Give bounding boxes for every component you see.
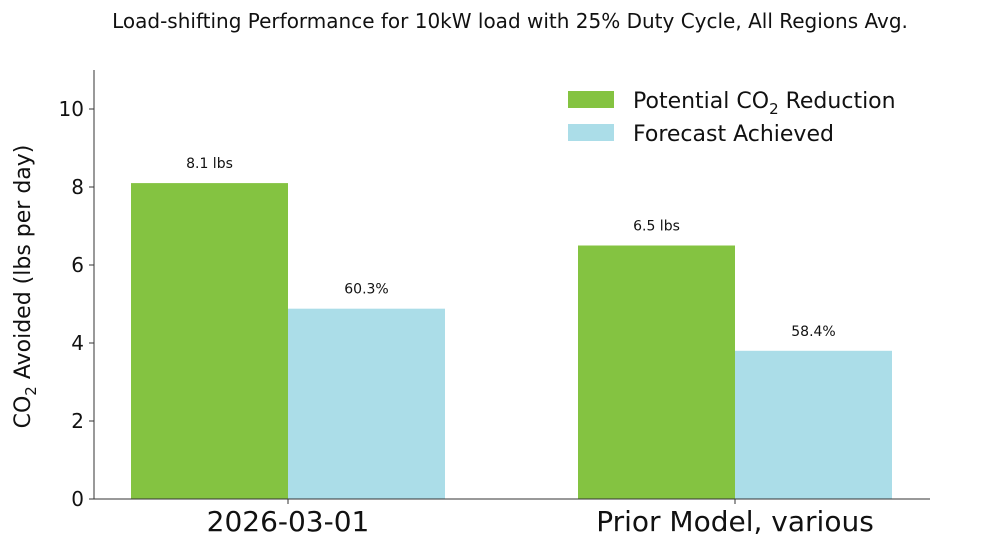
y-tick-label: 2 <box>71 409 84 433</box>
y-axis-label: CO2 Avoided (lbs per day) <box>11 145 40 429</box>
legend-label: Forecast Achieved <box>633 122 834 147</box>
legend: Potential CO2 Reduction Forecast Achieved <box>568 89 896 147</box>
y-tick-label: 6 <box>71 253 84 277</box>
bar-value-label: 58.4% <box>791 324 835 340</box>
x-tick-label: Prior Model, various <box>596 505 874 538</box>
x-tick-label: 2026-03-01 <box>207 505 370 538</box>
bar-value-label: 60.3% <box>344 282 388 298</box>
bar-value-label: 6.5 lbs <box>633 219 680 235</box>
bars-group <box>131 183 892 499</box>
y-tick-label: 0 <box>71 487 84 511</box>
bar-forecast-achieved <box>288 308 445 499</box>
x-ticks-group: 2026-03-01 Prior Model, various <box>207 499 874 538</box>
y-ticks-group: 0 2 4 6 8 10 <box>59 97 94 511</box>
legend-swatch <box>568 124 614 141</box>
legend-label: Potential CO2 Reduction <box>633 89 896 118</box>
bar-labels-group: 8.1 lbs 60.3% 6.5 lbs 58.4% <box>186 156 836 340</box>
y-tick-label: 10 <box>59 97 84 121</box>
bar-potential-reduction <box>578 245 735 499</box>
y-tick-label: 8 <box>71 175 84 199</box>
chart-title: Load-shifting Performance for 10kW load … <box>112 9 908 33</box>
legend-swatch <box>568 91 614 108</box>
bar-forecast-achieved <box>735 350 892 499</box>
bar-value-label: 8.1 lbs <box>186 156 233 172</box>
y-tick-label: 4 <box>71 331 84 355</box>
bar-potential-reduction <box>131 183 288 499</box>
